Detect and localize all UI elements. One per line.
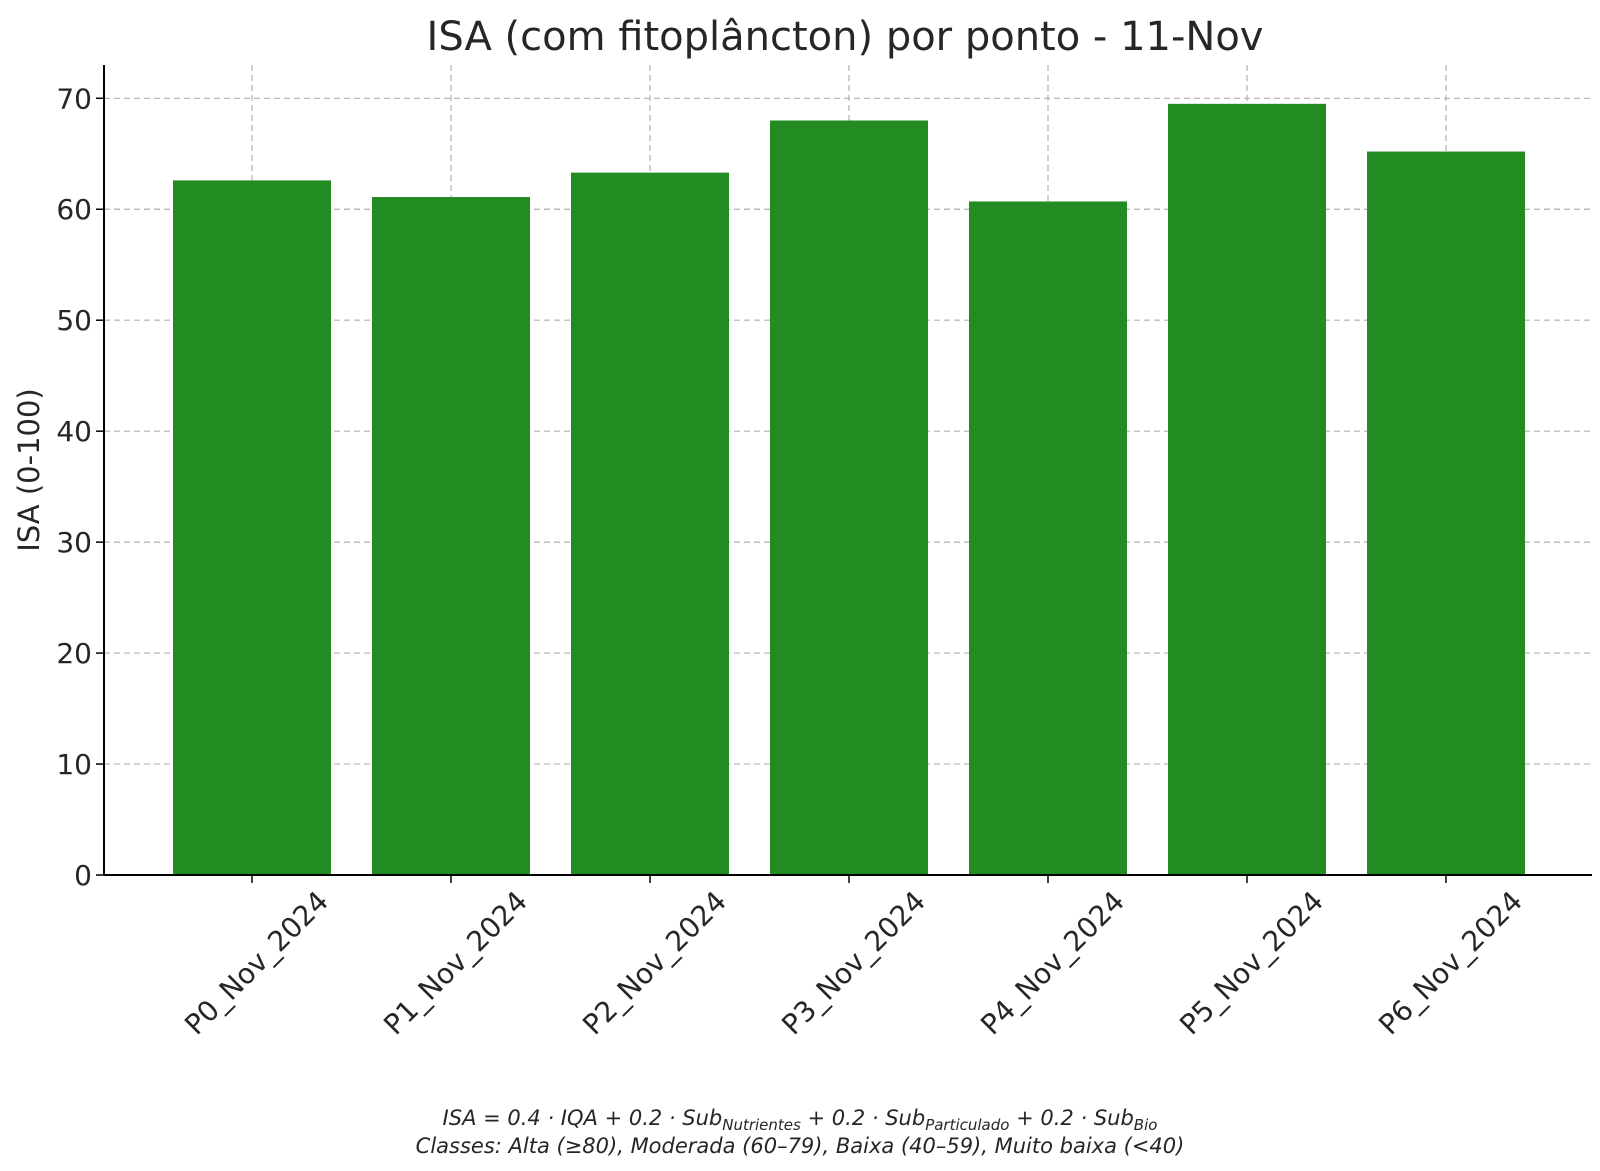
bar-P5_Nov_2024 <box>1168 103 1326 875</box>
formula-subscript: Nutrientes <box>722 1116 801 1134</box>
y-axis-label: ISA (0-100) <box>12 388 46 551</box>
x-tick-label: P3_Nov_2024 <box>775 885 932 1042</box>
x-ticks: P0_Nov_2024 P1_Nov_2024 P2_Nov_2024 P3_Nov_… <box>178 875 1529 1041</box>
classes-note: Classes: Alta (≥80), Moderada (60–79), B… <box>415 1134 1185 1158</box>
x-tick-label: P4_Nov_2024 <box>974 885 1131 1042</box>
formula-text: + 0.2 · Sub <box>800 1106 926 1130</box>
x-tick-label: P2_Nov_2024 <box>576 885 733 1042</box>
bar-P6_Nov_2024 <box>1367 151 1525 875</box>
y-tick-label: 70 <box>56 82 92 115</box>
x-tick-label: P0_Nov_2024 <box>178 885 335 1042</box>
formula-subscript: Bio <box>1133 1116 1158 1134</box>
isa-formula: ISA = 0.4 · IQA + 0.2 · SubNutrientes + … <box>0 1108 1600 1133</box>
y-tick-label: 60 <box>56 193 92 226</box>
formula-subscript: Particulado <box>925 1116 1010 1134</box>
y-tick-label: 50 <box>56 304 92 337</box>
bars <box>173 103 1525 876</box>
formula-text: ISA = 0.4 · IQA + 0.2 · Sub <box>442 1106 723 1130</box>
y-tick-label: 0 <box>74 859 92 892</box>
y-ticks: 0 10 20 30 40 50 60 70 <box>56 82 104 892</box>
y-tick-label: 30 <box>56 526 92 559</box>
x-tick-label: P5_Nov_2024 <box>1173 885 1330 1042</box>
x-tick-label: P1_Nov_2024 <box>377 885 534 1042</box>
y-tick-label: 20 <box>56 637 92 670</box>
y-tick-label: 10 <box>56 748 92 781</box>
bar-P2_Nov_2024 <box>571 172 729 876</box>
axes <box>103 65 1592 876</box>
bar-P0_Nov_2024 <box>173 180 331 875</box>
y-tick-label: 40 <box>56 415 92 448</box>
x-tick-label: P6_Nov_2024 <box>1372 885 1529 1042</box>
bar-P3_Nov_2024 <box>770 120 928 876</box>
bar-P1_Nov_2024 <box>372 197 530 876</box>
chart-title: ISA (com fitoplâncton) por ponto - 11-No… <box>427 14 1264 60</box>
formula-text: + 0.2 · Sub <box>1009 1106 1134 1130</box>
bar-P4_Nov_2024 <box>969 201 1127 876</box>
